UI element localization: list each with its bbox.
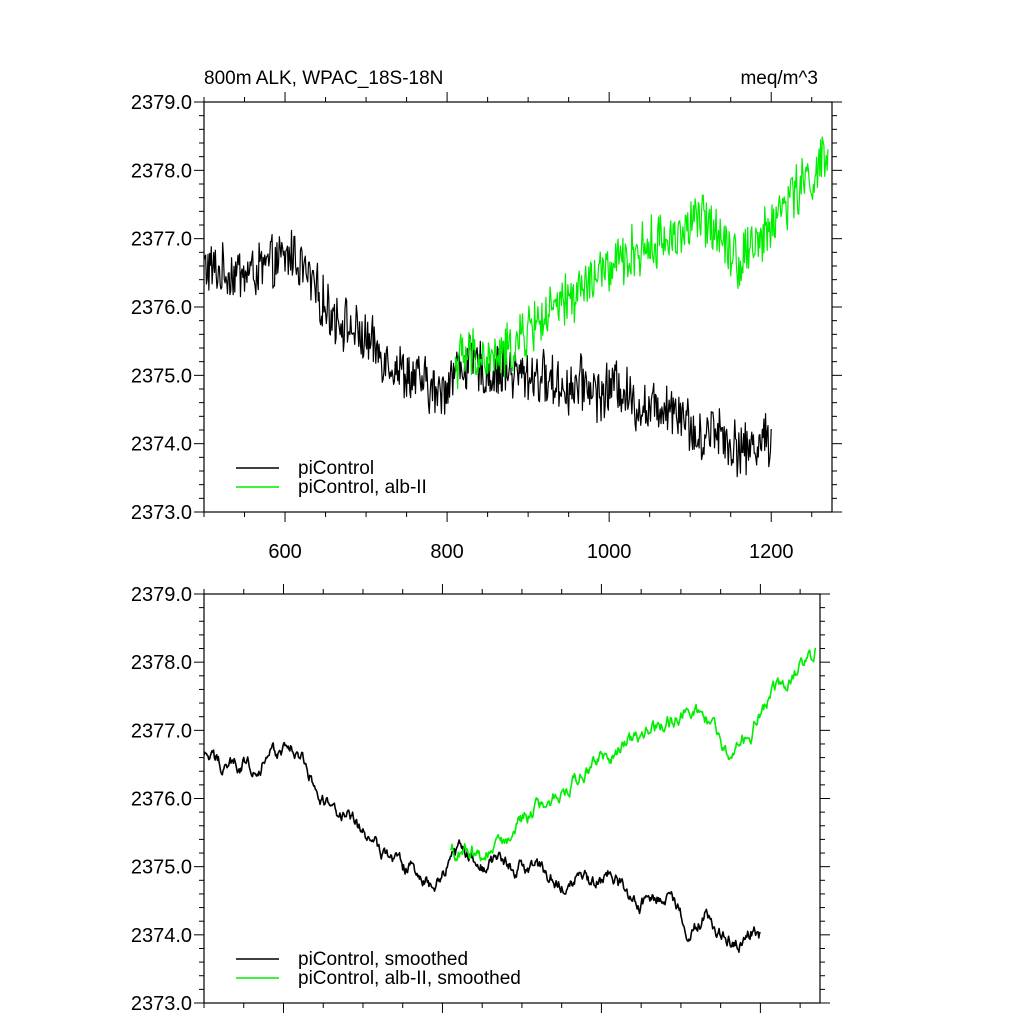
y-tick-label: 2374.0 bbox=[131, 434, 192, 456]
y-tick-label: 2379.0 bbox=[131, 92, 192, 114]
top-chart-title: 800m ALK, WPAC_18S-18N bbox=[204, 68, 443, 89]
x-tick-label: 800 bbox=[430, 541, 463, 563]
y-tick-label: 2379.0 bbox=[131, 584, 192, 606]
y-tick-label: 2377.0 bbox=[131, 720, 192, 742]
x-tick-label: 1000 bbox=[587, 541, 632, 563]
y-tick-label: 2377.0 bbox=[131, 229, 192, 251]
y-tick-label: 2376.0 bbox=[131, 789, 192, 811]
legend-label: piControl, alb-II bbox=[298, 477, 427, 498]
legend-label: piControl, smoothed bbox=[298, 949, 468, 970]
y-tick-label: 2376.0 bbox=[131, 297, 192, 319]
y-tick-label: 2373.0 bbox=[131, 502, 192, 524]
bottom-panel: 2373.0 2374.0 2375.0 2376.0 2377.0 2378.0 2379… bbox=[131, 584, 830, 1015]
top-chart-units: meq/m^3 bbox=[740, 68, 818, 89]
y-tick-label: 2374.0 bbox=[131, 925, 192, 947]
bottom-series-line-0 bbox=[204, 741, 761, 953]
y-tick-label: 2373.0 bbox=[131, 993, 192, 1015]
y-tick-label: 2375.0 bbox=[131, 365, 192, 387]
y-tick-label: 2378.0 bbox=[131, 652, 192, 674]
y-tick-label: 2378.0 bbox=[131, 160, 192, 182]
x-tick-label: 600 bbox=[268, 541, 301, 563]
legend-label: piControl bbox=[298, 458, 374, 479]
x-tick-label: 1200 bbox=[749, 541, 794, 563]
legend-label: piControl, alb-II, smoothed bbox=[298, 968, 521, 989]
top-panel: 800m ALK, WPAC_18S-18N meq/m^3 2373.0 237… bbox=[131, 68, 842, 563]
bottom-series-line-1 bbox=[449, 647, 817, 862]
y-tick-label: 2375.0 bbox=[131, 857, 192, 879]
top-series-line-1 bbox=[454, 136, 829, 390]
